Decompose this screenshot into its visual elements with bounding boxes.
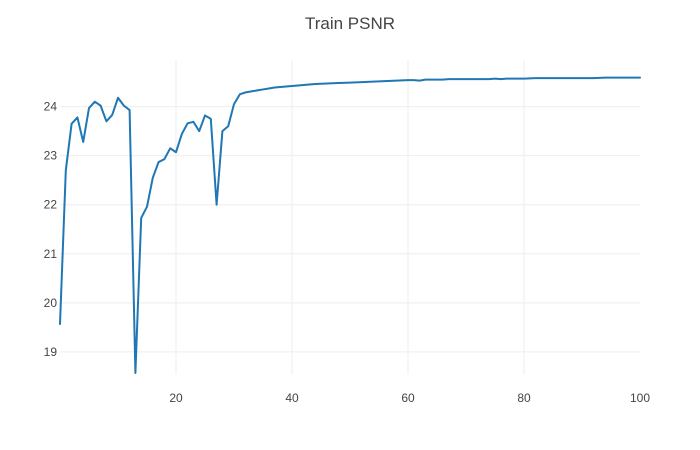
y-tick-label: 19 (44, 345, 58, 359)
series-line (59, 76, 641, 375)
y-tick-label: 21 (44, 247, 58, 261)
x-tick-label: 60 (401, 391, 415, 405)
y-tick-label: 23 (44, 149, 58, 163)
grid-layer (60, 60, 640, 374)
series-layer (59, 76, 641, 375)
x-tick-label: 40 (285, 391, 299, 405)
x-tick-label: 100 (630, 391, 650, 405)
y-tick-label: 22 (44, 198, 58, 212)
x-tick-label: 80 (517, 391, 531, 405)
y-tick-label: 20 (44, 296, 58, 310)
axis-labels: 19 20 21 22 23 24 20 40 60 80 100 (44, 100, 651, 405)
y-tick-label: 24 (44, 100, 58, 114)
chart-title: Train PSNR (305, 14, 395, 33)
x-tick-label: 20 (169, 391, 183, 405)
